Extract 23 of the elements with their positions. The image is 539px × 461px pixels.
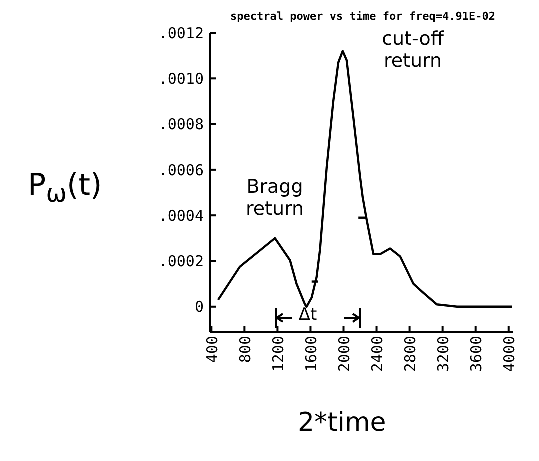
- y-axis-title: P$_{ω}$(t): [28, 168, 102, 208]
- x-tick-label: 4000: [500, 336, 519, 372]
- annotation: cut-off return: [381, 28, 446, 72]
- y-tick-label: .0012: [158, 24, 204, 42]
- chart-title: spectral power vs time for freq=4.91E-02: [230, 10, 496, 23]
- y-tick-label: .0006: [158, 161, 204, 180]
- x-tick-label: 3600: [467, 336, 486, 372]
- x-axis-title: 2*time: [298, 408, 386, 438]
- x-tick-label: 400: [203, 336, 222, 364]
- x-tick-label: 1600: [302, 336, 320, 372]
- x-tick-label: 2000: [335, 336, 354, 372]
- y-tick-label: .0002: [158, 252, 204, 271]
- y-tick-label: .0008: [158, 116, 204, 134]
- annotation: Δt: [298, 304, 318, 326]
- y-tick-label: .0010: [158, 70, 204, 88]
- x-tick-label: 800: [236, 336, 254, 364]
- x-tick-label: 3200: [434, 336, 452, 372]
- x-tick-label: 1200: [269, 336, 288, 372]
- y-tick-label: .0004: [158, 206, 204, 225]
- annotation: Bragg return: [244, 176, 306, 220]
- x-tick-label: 2400: [368, 336, 386, 372]
- y-tick-label: 0: [194, 298, 204, 316]
- x-tick-label: 2800: [401, 336, 420, 372]
